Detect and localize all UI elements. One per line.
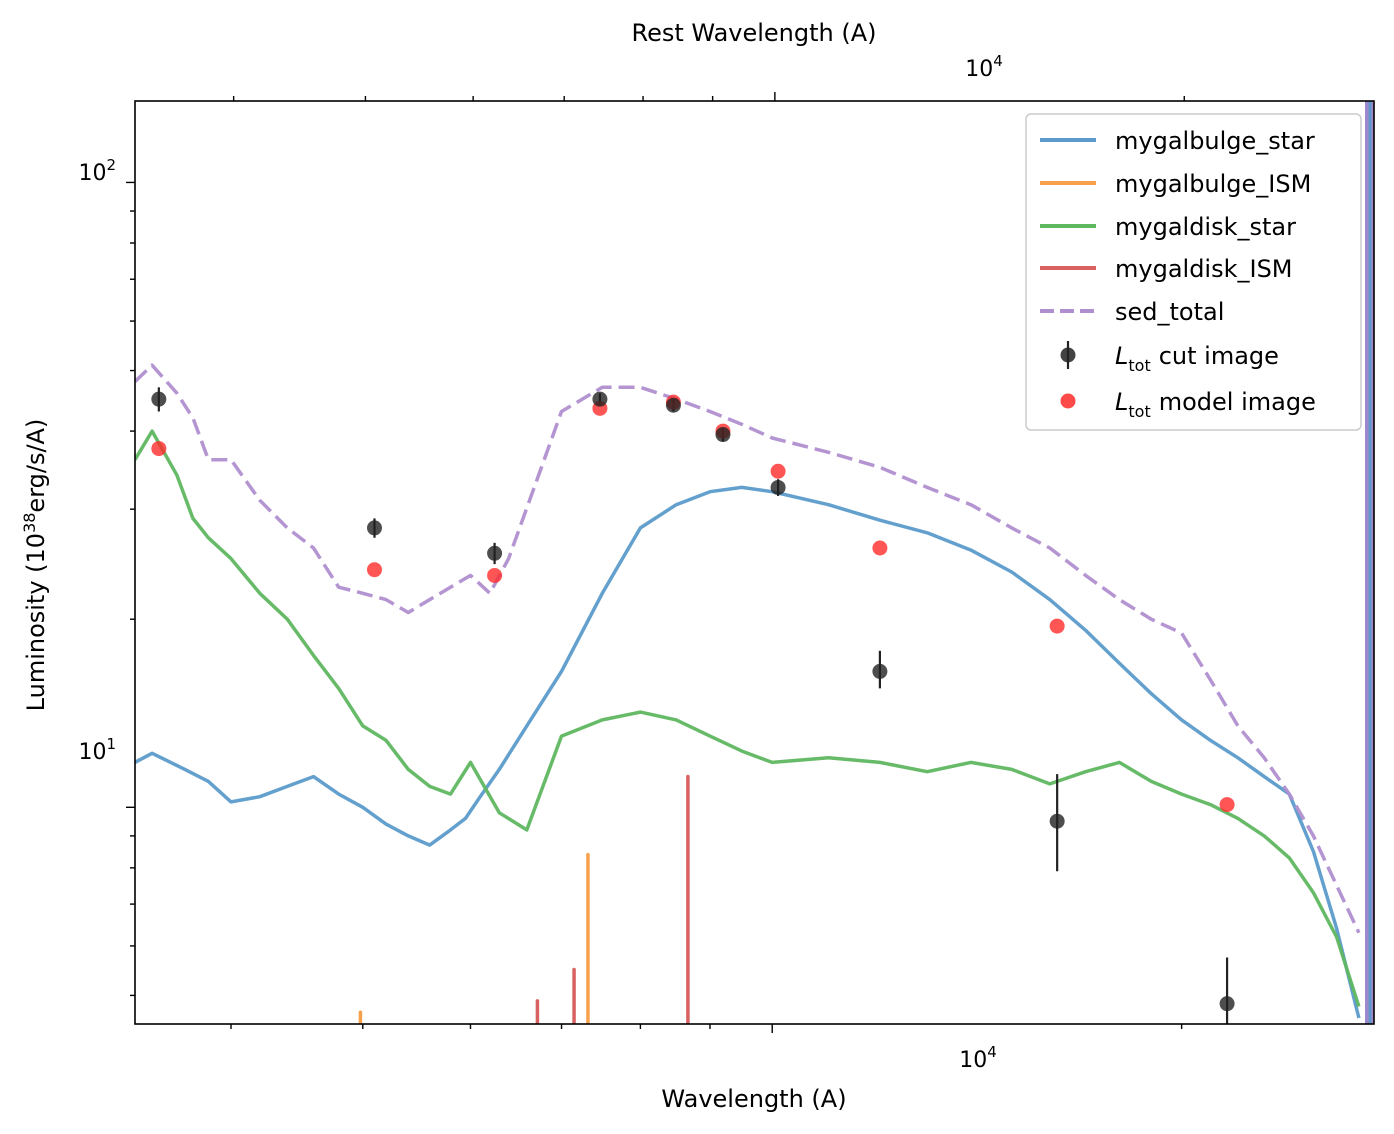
y-tick-label-100: 102 (78, 156, 116, 186)
y-tick-label-10: 101 (78, 735, 116, 765)
legend-label-model: Ltot model image (1115, 388, 1316, 421)
cut-image-point (151, 391, 167, 407)
model-image-point (770, 463, 786, 479)
ticks-layer (126, 92, 1185, 1033)
mygaldisk-star-line (135, 429, 1361, 1008)
cut-image-point (715, 427, 731, 443)
legend-label-bulge-star: mygalbulge_star (1115, 127, 1315, 155)
legend-marker-cut (1060, 347, 1076, 363)
legend-label-disk-ism: mygaldisk_ISM (1115, 255, 1293, 283)
model-image-point (487, 567, 503, 583)
legend-label-bulge-ism: mygalbulge_ISM (1115, 170, 1311, 198)
cut-image-point (366, 520, 382, 536)
series-layer (135, 101, 1374, 1024)
points-layer (151, 387, 1235, 1024)
model-image-point (1219, 797, 1235, 813)
cut-image-point (1049, 813, 1065, 829)
model-image-point (366, 562, 382, 578)
cut-image-point (487, 545, 503, 561)
x-tick-label-bottom: 104 (959, 1043, 997, 1073)
legend-box (1025, 113, 1362, 431)
y-axis-title: Luminosity (1038erg/s/A) (20, 419, 50, 712)
cut-image-point (665, 397, 681, 413)
model-image-point (872, 540, 888, 556)
cut-image-point (1219, 996, 1235, 1012)
legend-label-cut: Ltot cut image (1115, 342, 1279, 375)
x-tick-label-top: 104 (965, 52, 1003, 82)
x-axis-title: Wavelength (A) (661, 1085, 846, 1113)
mygalbulge-star-line (135, 485, 1361, 1019)
legend-label-sed-total: sed_total (1115, 298, 1224, 326)
legend-marker-model (1060, 393, 1076, 409)
cut-image-point (770, 479, 786, 495)
cut-image-point (592, 391, 608, 407)
legend: mygalbulge_star mygalbulge_ISM mygaldisk… (1025, 113, 1362, 431)
model-image-point (151, 441, 167, 457)
model-image-point (1049, 618, 1065, 634)
top-x-axis-title: Rest Wavelength (A) (631, 19, 876, 47)
legend-label-disk-star: mygaldisk_star (1115, 213, 1296, 241)
cut-image-point (872, 663, 888, 679)
plot-frame (134, 100, 1375, 1025)
